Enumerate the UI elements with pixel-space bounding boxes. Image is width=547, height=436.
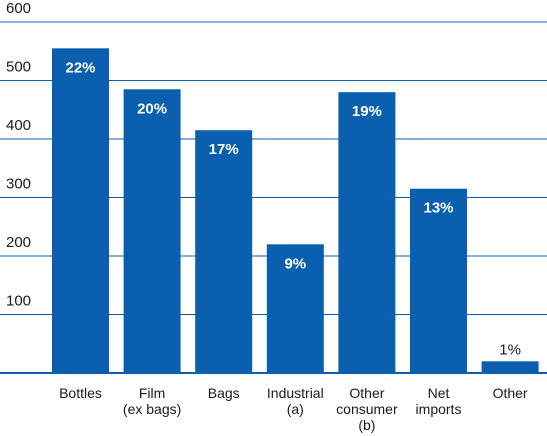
y-tick-label: 300 — [6, 176, 31, 193]
bar — [410, 188, 467, 373]
bar — [266, 244, 324, 373]
x-tick-label: Bottles — [59, 385, 102, 401]
y-tick-label: 600 — [6, 0, 31, 17]
x-tick-label: Net — [428, 385, 450, 401]
data-label: 17% — [209, 141, 239, 158]
data-label: 1% — [499, 341, 521, 358]
x-axis: Bottles Film(ex bags) Bags Industrial(a) Oth… — [59, 385, 528, 433]
x-tick-label: (b) — [358, 417, 375, 433]
x-tick-label: consumer — [336, 401, 398, 417]
bar — [481, 361, 539, 373]
data-label: 22% — [65, 59, 95, 76]
x-tick-label: Industrial — [267, 385, 324, 401]
x-tick-label: Other — [493, 385, 528, 401]
x-tick-label: Film — [139, 385, 165, 401]
y-tick-label: 200 — [6, 234, 31, 251]
x-tick-label: Other — [349, 385, 384, 401]
bar — [195, 130, 253, 373]
x-tick-label: (a) — [287, 401, 304, 417]
y-axis: 100 200 300 400 500 600 — [6, 0, 31, 310]
data-label: 20% — [137, 100, 167, 117]
x-tick-label: Bags — [208, 385, 240, 401]
bar — [338, 92, 396, 373]
data-label: 13% — [423, 200, 453, 217]
y-tick-label: 400 — [6, 117, 31, 134]
y-tick-label: 500 — [6, 59, 31, 76]
y-tick-label: 100 — [6, 293, 31, 310]
bar — [123, 89, 181, 374]
bars — [52, 48, 539, 374]
data-label: 19% — [352, 103, 382, 120]
x-tick-label: (ex bags) — [123, 401, 181, 417]
x-tick-label: imports — [416, 401, 462, 417]
bar — [52, 48, 109, 373]
data-labels: 22% 20% 17% 9% 19% 13% 1% — [65, 59, 520, 358]
data-label: 9% — [284, 255, 306, 272]
